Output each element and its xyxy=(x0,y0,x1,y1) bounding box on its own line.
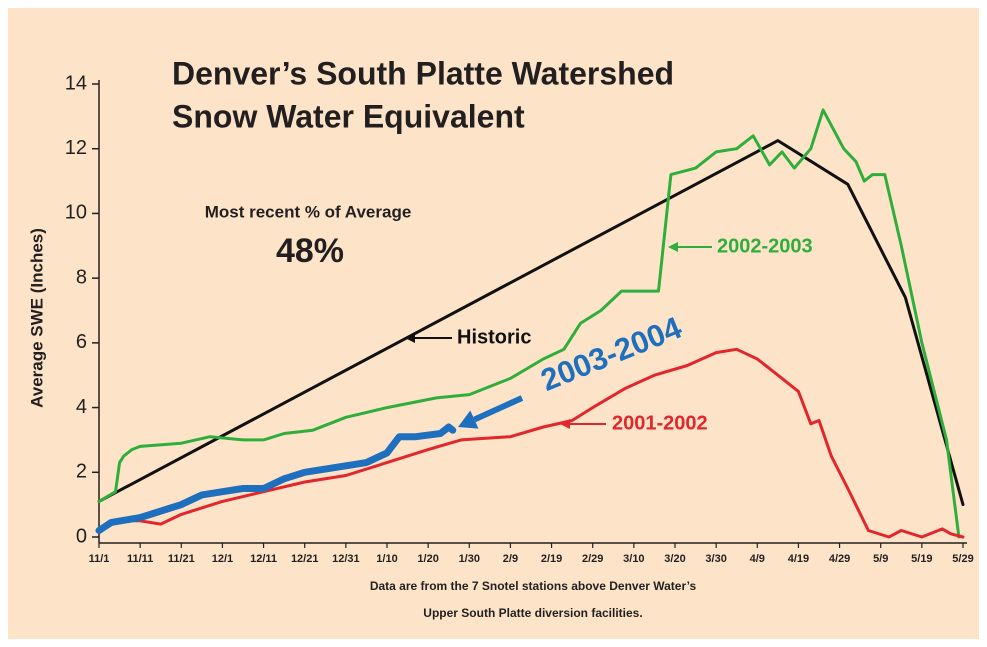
x-tick-label: 1/30 xyxy=(459,553,480,565)
x-tick-label: 5/9 xyxy=(873,553,888,565)
x-tick-label: 2/9 xyxy=(503,553,518,565)
x-tick-label: 3/10 xyxy=(623,553,644,565)
y-tick-label: 2 xyxy=(76,461,87,483)
x-tick-label: 4/9 xyxy=(750,553,765,565)
x-tick-label: 11/1 xyxy=(89,553,110,565)
arrow-head xyxy=(668,242,678,252)
series-line xyxy=(97,139,965,507)
y-tick-label: 0 xyxy=(76,525,87,547)
chart-title: Snow Water Equivalent xyxy=(172,98,525,134)
series-line xyxy=(95,423,457,534)
chart-title: Denver’s South Platte Watershed xyxy=(172,55,674,91)
x-tick-label: 1/20 xyxy=(417,553,438,565)
y-tick-label: 14 xyxy=(65,72,87,94)
arrow-shaft xyxy=(473,395,524,423)
y-tick-label: 4 xyxy=(76,396,87,418)
annotation: Most recent % of Average xyxy=(205,202,412,221)
x-tick-label: 2/19 xyxy=(541,553,562,565)
y-tick-label: 12 xyxy=(65,137,87,159)
series-line xyxy=(97,108,961,539)
y-tick-label: 6 xyxy=(76,331,87,353)
x-tick-label: 2/29 xyxy=(582,553,603,565)
x-tick-label: 4/19 xyxy=(788,553,809,565)
series-label: Historic xyxy=(457,326,531,348)
x-tick-label: 11/11 xyxy=(127,553,153,565)
arrow-head xyxy=(458,410,479,429)
y-tick-label: 8 xyxy=(76,266,87,288)
x-tick-label: 12/1 xyxy=(212,553,233,565)
panel xyxy=(8,8,979,639)
footnote: Upper South Platte diversion facilities. xyxy=(423,606,642,620)
x-tick-label: 3/20 xyxy=(664,553,685,565)
series-label: 2001-2002 xyxy=(612,412,708,434)
x-tick-label: 1/10 xyxy=(376,553,397,565)
series-line xyxy=(97,347,965,539)
x-tick-label: 4/29 xyxy=(829,553,850,565)
arrow-head xyxy=(405,333,415,343)
x-tick-label: 5/29 xyxy=(952,553,973,565)
x-tick-label: 11/21 xyxy=(168,553,195,565)
footnote: Data are from the 7 Snotel stations abov… xyxy=(370,579,697,593)
y-tick-label: 10 xyxy=(65,202,87,224)
arrow-head xyxy=(560,419,570,429)
y-axis-label: Average SWE (Inches) xyxy=(27,228,46,408)
annotation: 48% xyxy=(276,232,344,270)
x-tick-label: 12/31 xyxy=(332,553,360,565)
x-tick-label: 12/11 xyxy=(250,553,277,565)
x-tick-label: 5/19 xyxy=(911,553,932,565)
x-tick-label: 12/21 xyxy=(291,553,319,565)
x-tick-label: 3/30 xyxy=(705,553,726,565)
series-label: 2002-2003 xyxy=(717,235,813,257)
